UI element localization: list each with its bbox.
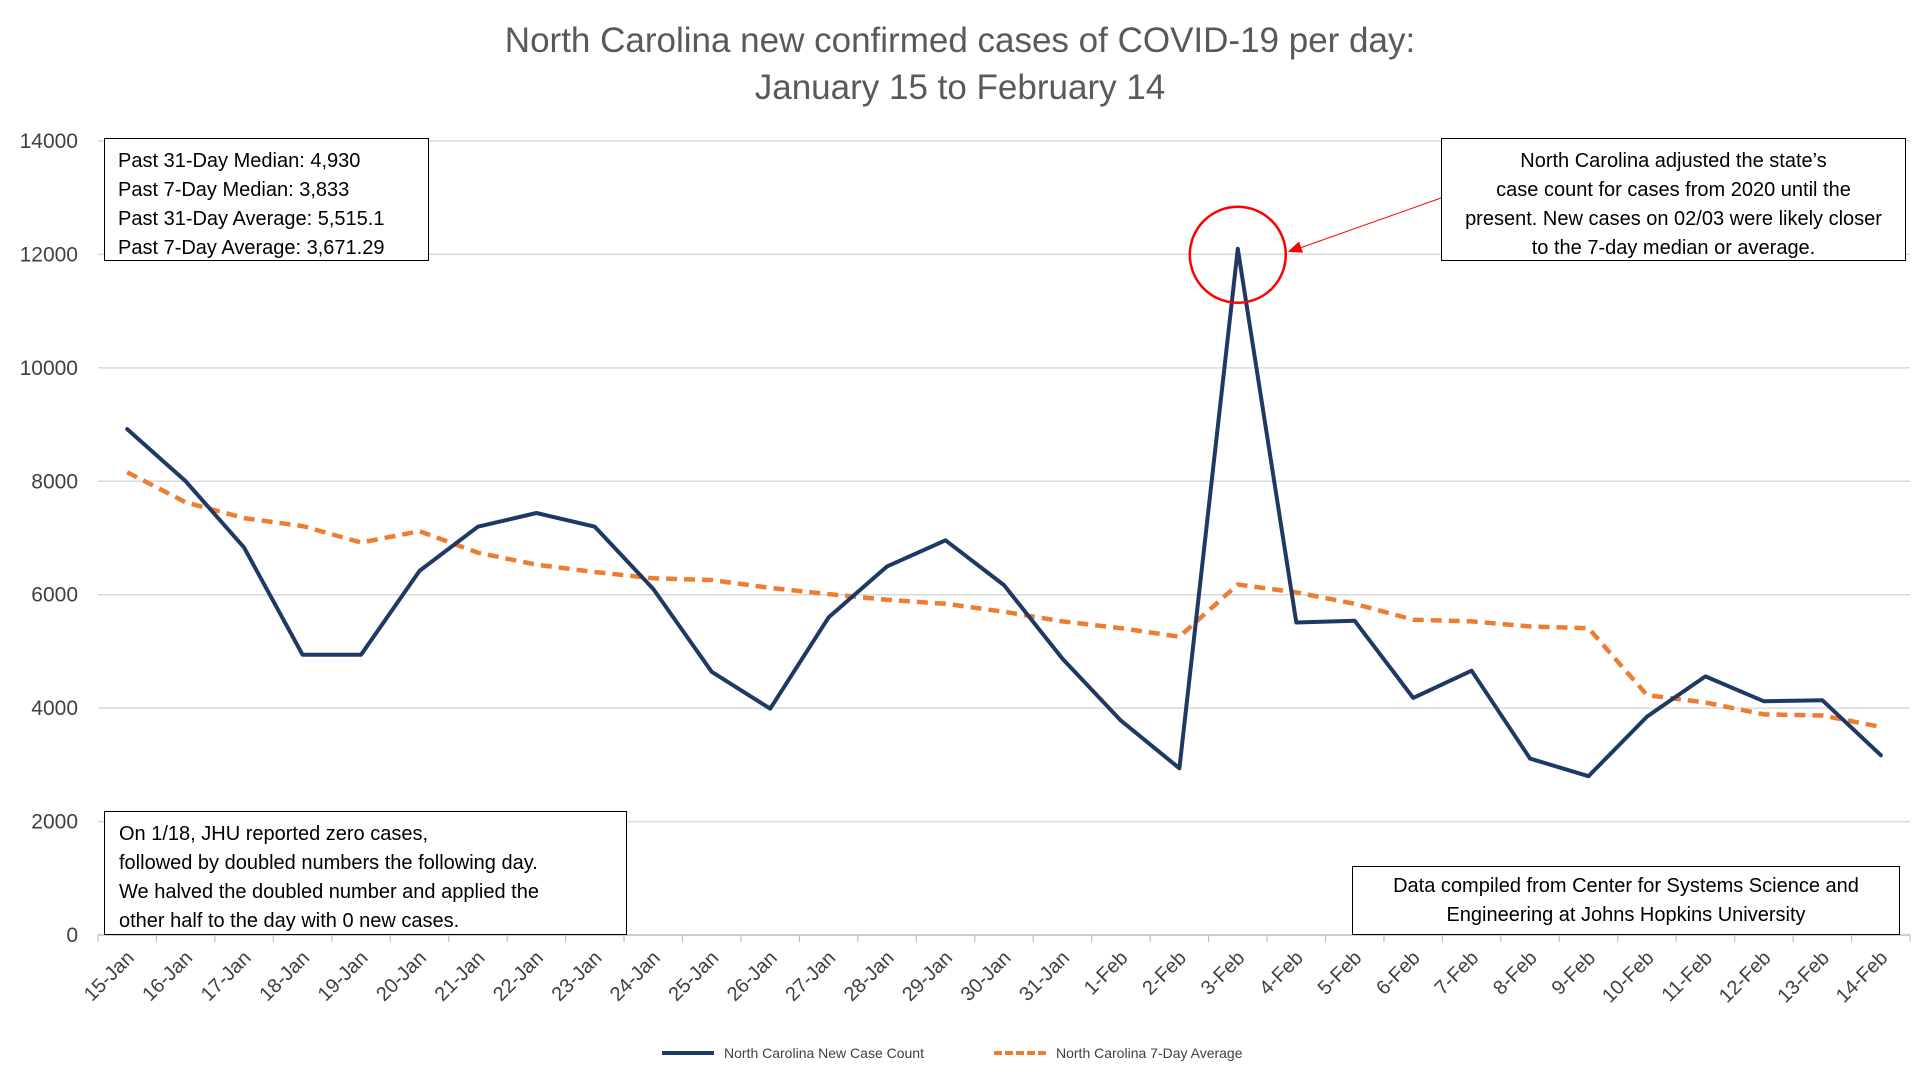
- x-tick-label: 25-Jan: [664, 947, 723, 1006]
- y-tick-label: 6000: [31, 584, 78, 607]
- x-tick-label: 13-Feb: [1773, 947, 1833, 1007]
- adjustment-note-line-3: present. New cases on 02/03 were likely …: [1465, 208, 1882, 230]
- x-tick-label: 8-Feb: [1489, 947, 1542, 1000]
- y-tick-label: 0: [66, 924, 78, 947]
- legend-label-7day-average: North Carolina 7-Day Average: [1056, 1045, 1243, 1061]
- x-tick-label: 20-Jan: [372, 947, 431, 1006]
- legend-swatch-7day-average: [994, 1051, 1046, 1055]
- x-tick-label: 5-Feb: [1314, 947, 1367, 1000]
- series-lines: [125, 246, 1883, 779]
- y-tick-label: 12000: [20, 243, 78, 266]
- jhu-note-line-1: On 1/18, JHU reported zero cases,: [119, 823, 429, 845]
- source-note-box: Data compiled from Center for Systems Sc…: [1352, 866, 1900, 935]
- x-tick-label: 7-Feb: [1431, 947, 1484, 1000]
- adjustment-note-line-1: North Carolina adjusted the state’s: [1520, 150, 1827, 172]
- chart-title-line-2: January 15 to February 14: [755, 68, 1166, 107]
- x-tick-label: 9-Feb: [1548, 947, 1601, 1000]
- chart-title-line-1: North Carolina new confirmed cases of CO…: [505, 21, 1415, 60]
- y-tick-label: 10000: [20, 357, 78, 380]
- x-tick-label: 4-Feb: [1255, 947, 1308, 1000]
- y-tick-label: 4000: [31, 697, 78, 720]
- x-tick-label: 19-Jan: [314, 947, 373, 1006]
- x-tick-label: 23-Jan: [548, 947, 607, 1006]
- x-tick-label: 27-Jan: [781, 947, 840, 1006]
- y-tick-label: 14000: [20, 130, 78, 153]
- jhu-note-line-4: other half to the day with 0 new cases.: [119, 910, 460, 932]
- x-tick-label: 17-Jan: [197, 947, 256, 1006]
- y-tick-label: 2000: [31, 811, 78, 834]
- x-tick-label: 30-Jan: [957, 947, 1016, 1006]
- jhu-note-box: On 1/18, JHU reported zero cases, follow…: [104, 811, 627, 935]
- highlight-arrow-line: [1297, 197, 1442, 250]
- x-tick-label: 14-Feb: [1832, 947, 1892, 1007]
- y-tick-label: 8000: [31, 470, 78, 493]
- source-note-line-1: Data compiled from Center for Systems Sc…: [1393, 875, 1859, 897]
- stats-7day-average: Past 7-Day Average: 3,671.29: [118, 237, 385, 259]
- jhu-note-line-2: followed by doubled numbers the followin…: [119, 852, 538, 874]
- x-tick-label: 31-Jan: [1015, 947, 1074, 1006]
- x-tick-label: 26-Jan: [723, 947, 782, 1006]
- x-tick-label: 18-Jan: [255, 947, 314, 1006]
- highlight-arrow-head: [1287, 241, 1304, 253]
- stats-31day-average: Past 31-Day Average: 5,515.1: [118, 208, 385, 230]
- x-tick-label: 29-Jan: [898, 947, 957, 1006]
- x-tick-label: 15-Jan: [80, 947, 139, 1006]
- stats-7day-median: Past 7-Day Median: 3,833: [118, 179, 350, 201]
- legend-swatch-new-cases: [662, 1051, 714, 1055]
- stats-box: Past 31-Day Median: 4,930 Past 7-Day Med…: [104, 138, 429, 261]
- x-axis-ticks: 15-Jan 16-Jan 17-Jan 18-Jan 19-Jan 20-Jan 21-J…: [80, 935, 1911, 1007]
- highlight-annotation: [1188, 197, 1442, 305]
- x-tick-label: 24-Jan: [606, 947, 665, 1006]
- x-tick-label: 11-Feb: [1658, 947, 1717, 1006]
- x-tick-label: 2-Feb: [1138, 947, 1191, 1000]
- x-tick-label: 6-Feb: [1372, 947, 1425, 1000]
- x-tick-label: 21-Jan: [431, 947, 490, 1006]
- x-tick-label: 22-Jan: [489, 947, 548, 1006]
- adjustment-note-box: North Carolina adjusted the state’s case…: [1441, 138, 1906, 261]
- series-line-7day-average: [126, 470, 1882, 730]
- x-tick-label: 16-Jan: [138, 947, 197, 1006]
- x-tick-label: 10-Feb: [1598, 947, 1658, 1007]
- adjustment-note-line-4: to the 7-day median or average.: [1531, 237, 1816, 259]
- jhu-note-line-3: We halved the doubled number and applied…: [119, 881, 539, 903]
- x-tick-label: 12-Feb: [1715, 947, 1775, 1007]
- legend-7day-average: North Carolina 7-Day Average: [994, 1045, 1243, 1061]
- x-tick-label: 1-Feb: [1080, 947, 1133, 1000]
- y-axis-ticks: 0 2000 4000 6000 8000 10000 12000 14000: [20, 130, 78, 947]
- source-note-line-2: Engineering at Johns Hopkins University: [1446, 904, 1806, 926]
- stats-31day-median: Past 31-Day Median: 4,930: [118, 150, 361, 172]
- highlight-circle: [1188, 205, 1288, 305]
- x-tick-label: 3-Feb: [1197, 947, 1250, 1000]
- legend-label-new-cases: North Carolina New Case Count: [724, 1045, 924, 1061]
- legend-new-cases: North Carolina New Case Count: [662, 1045, 924, 1061]
- x-tick-label: 28-Jan: [840, 947, 899, 1006]
- adjustment-note-line-2: case count for cases from 2020 until the: [1496, 179, 1851, 201]
- series-line-new-case-count: [125, 246, 1883, 779]
